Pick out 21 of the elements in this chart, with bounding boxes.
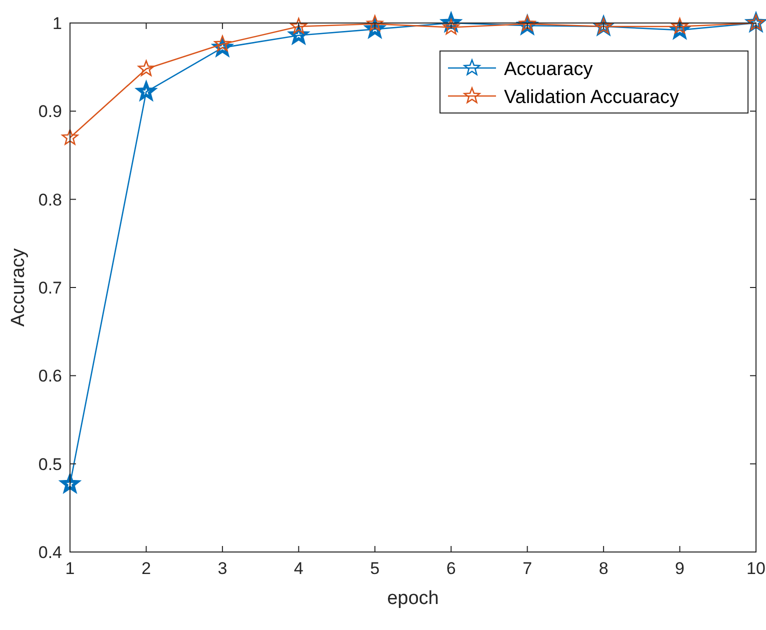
x-tick-label: 1 [65, 559, 75, 578]
y-tick-label: 1 [52, 14, 62, 33]
legend-label: Validation Accuaracy [504, 87, 680, 108]
y-tick-label: 0.7 [38, 278, 62, 298]
legend-label: Accuaracy [504, 59, 594, 80]
x-tick-label: 8 [598, 559, 608, 578]
y-tick-label: 0.5 [38, 454, 62, 474]
x-axis-title: epoch [387, 588, 439, 609]
x-tick-label: 5 [370, 559, 380, 578]
x-tick-label: 3 [218, 559, 228, 578]
y-tick-label: 0.9 [38, 102, 62, 122]
y-tick-label: 0.6 [38, 366, 62, 386]
x-tick-label: 2 [141, 559, 151, 578]
y-tick-label: 0.4 [38, 543, 62, 562]
x-tick-label: 7 [522, 559, 532, 578]
x-tick-label: 6 [446, 559, 456, 578]
x-tick-label: 9 [675, 559, 685, 578]
x-tick-label: 4 [294, 559, 304, 578]
y-tick-label: 0.8 [38, 190, 62, 210]
x-tick-label: 10 [746, 559, 766, 578]
y-axis-title: Accuracy [8, 248, 29, 327]
